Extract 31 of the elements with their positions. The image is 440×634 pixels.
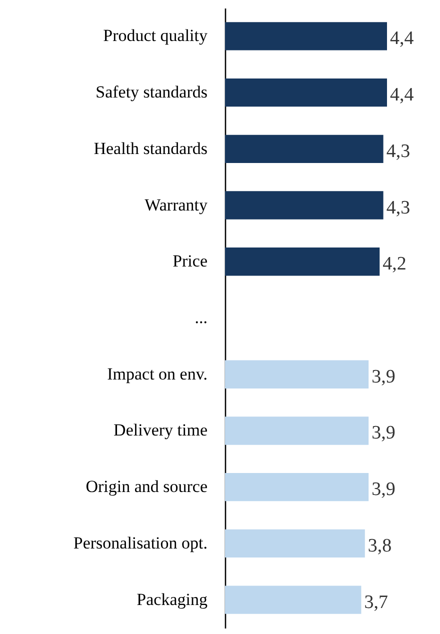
data-label: 4,3 <box>386 140 410 162</box>
bar <box>225 191 384 220</box>
data-label: 3,9 <box>372 366 396 388</box>
data-label: 3,7 <box>364 592 388 613</box>
y-tick-label: Health standards <box>94 138 208 158</box>
data-label: 3,9 <box>372 479 396 500</box>
bar <box>225 586 362 614</box>
y-tick-label: Product quality <box>103 26 208 46</box>
y-tick-label: Price <box>172 252 208 271</box>
bar <box>225 78 387 107</box>
y-tick-label: Packaging <box>136 590 208 609</box>
y-tick-label: Warranty <box>144 195 208 214</box>
bar <box>225 416 369 445</box>
bar <box>225 473 369 502</box>
y-tick-label: Impact on env. <box>107 364 208 384</box>
y-tick-label: Origin and source <box>86 477 208 496</box>
data-label: 4,2 <box>382 254 406 275</box>
bar <box>225 134 384 163</box>
bar <box>225 248 380 276</box>
y-tick-label: Personalisation opt. <box>73 533 208 552</box>
y-tick-label: Safety standards <box>96 82 208 102</box>
bar <box>225 22 387 50</box>
y-tick-label: ... <box>194 308 208 327</box>
data-label: 3,9 <box>372 422 396 444</box>
data-label: 3,8 <box>368 535 392 556</box>
y-tick-label: Delivery time <box>114 420 208 440</box>
data-label: 4,4 <box>390 84 414 106</box>
data-label: 4,3 <box>386 197 410 218</box>
bar <box>225 360 369 388</box>
bar <box>225 529 365 558</box>
data-label: 4,4 <box>390 28 414 50</box>
